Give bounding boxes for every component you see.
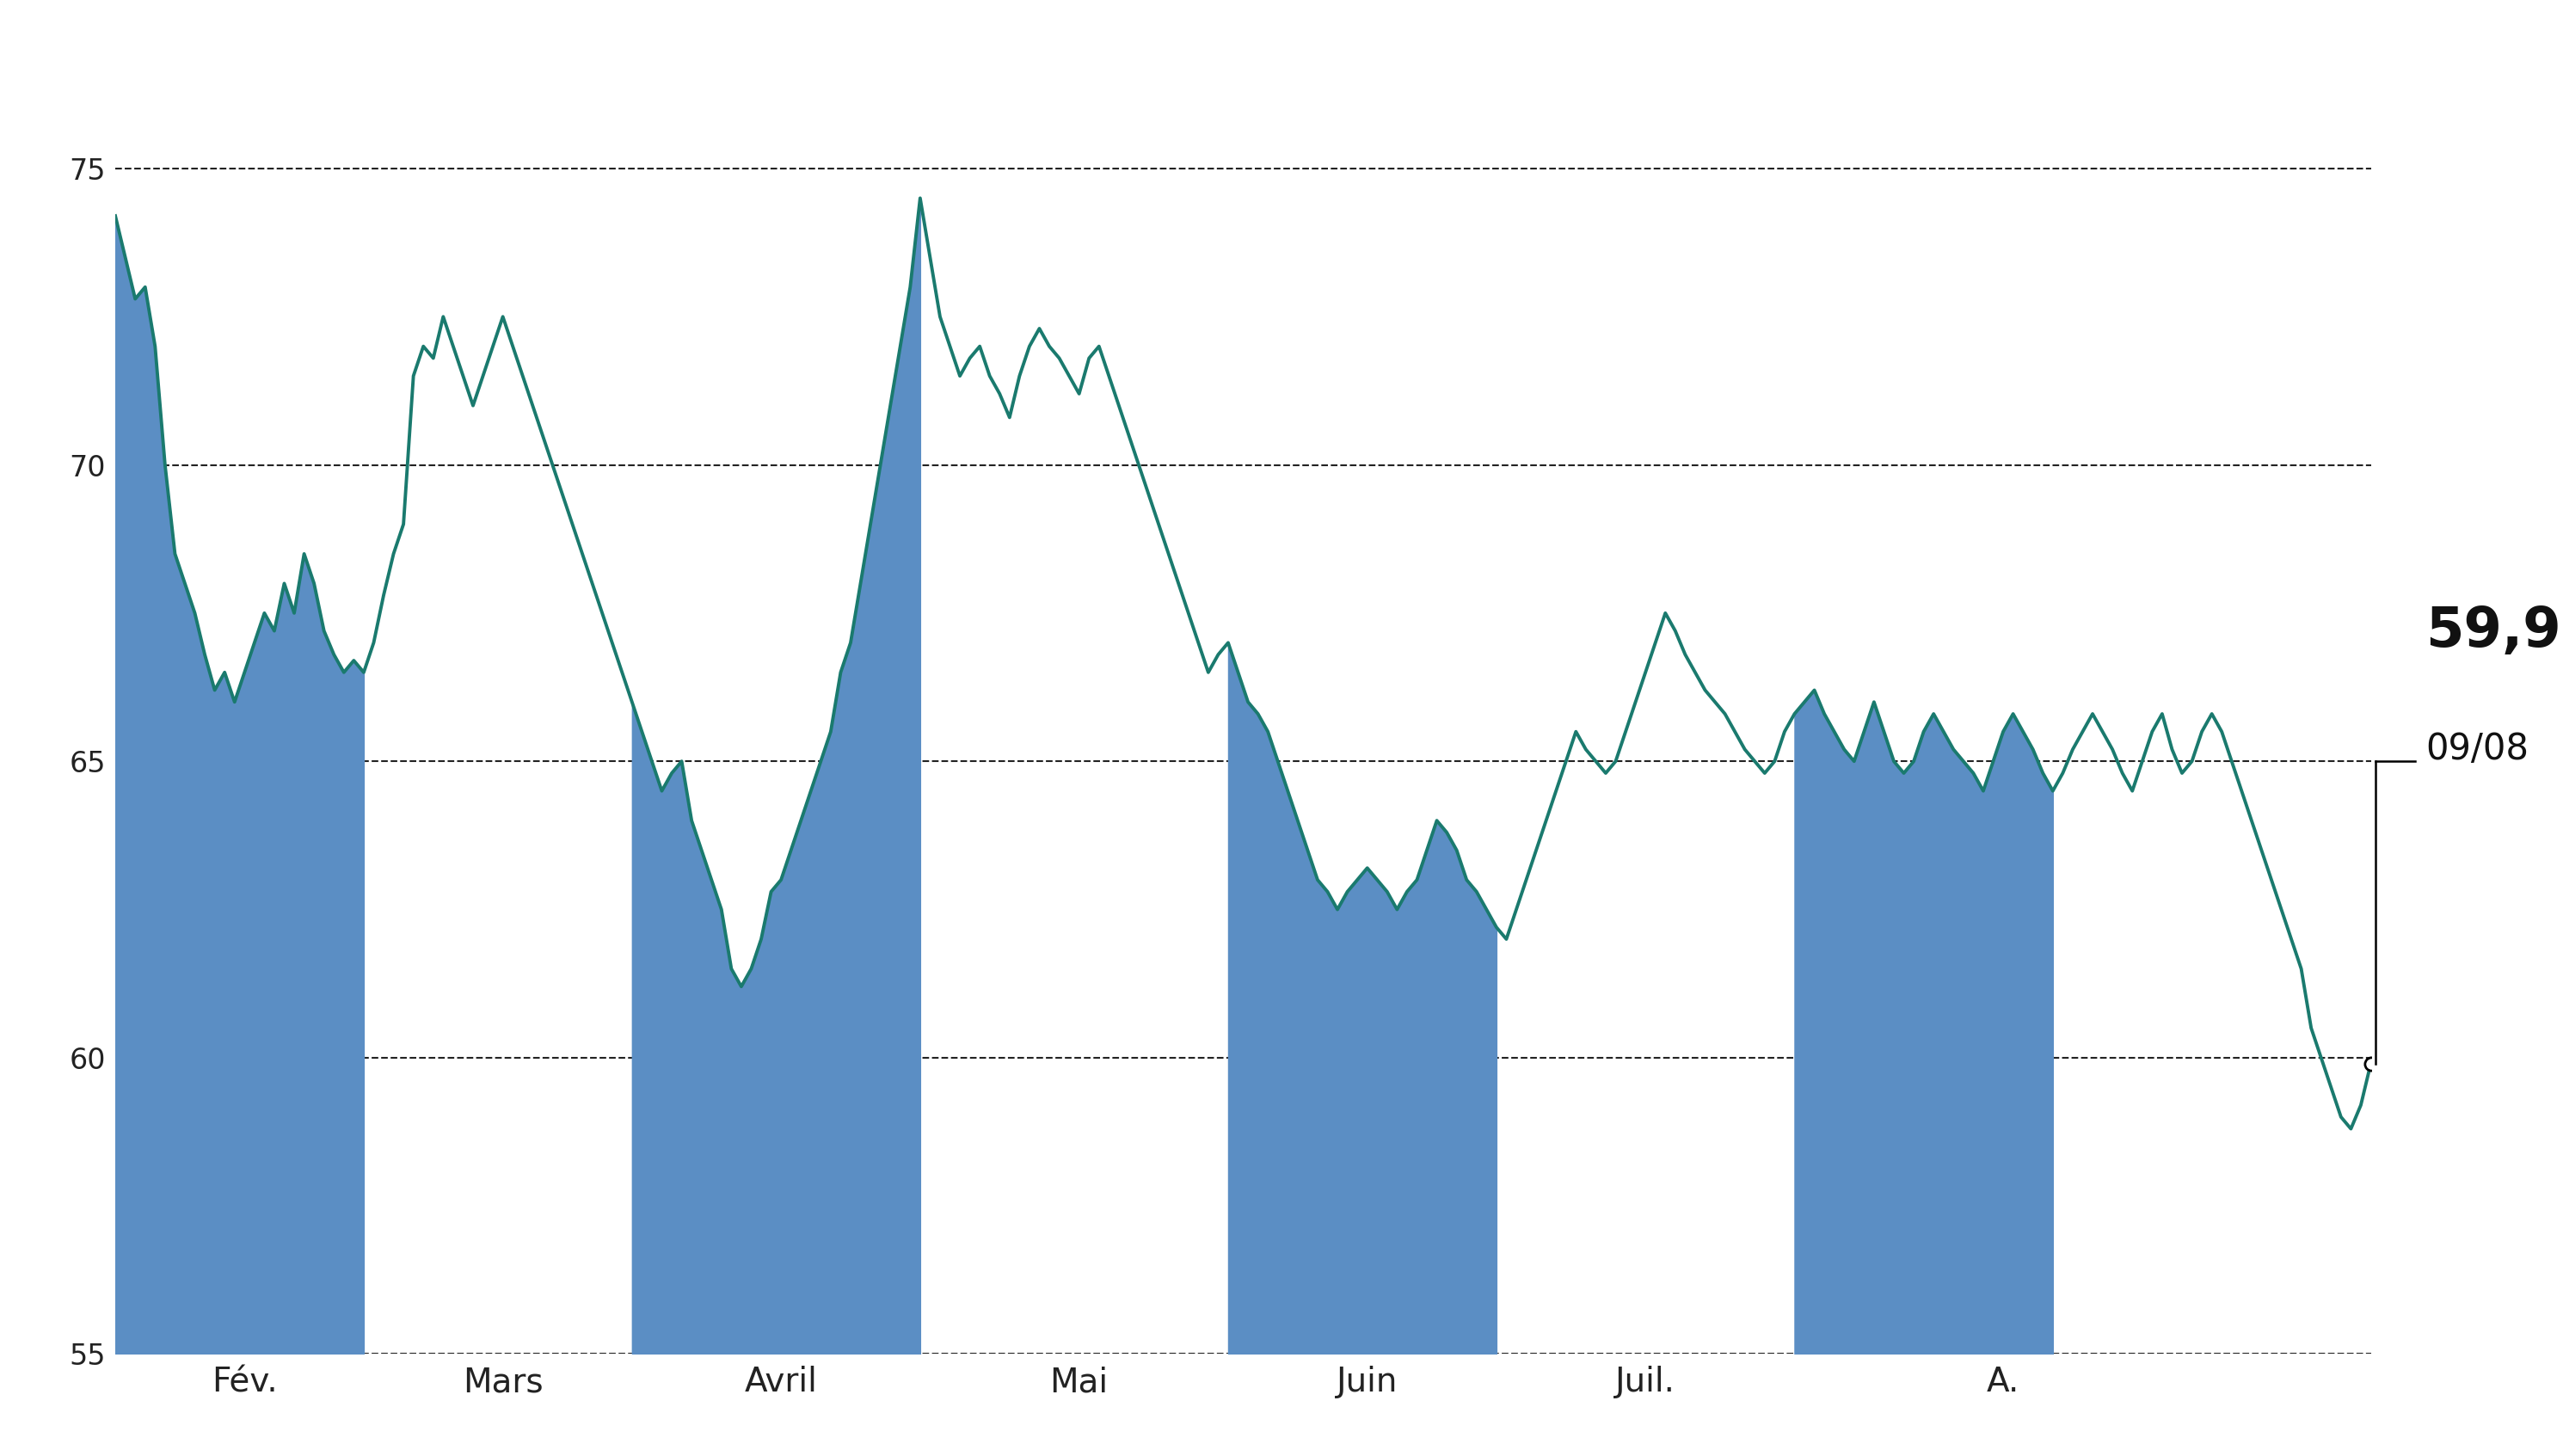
Text: 59,90: 59,90 bbox=[2425, 604, 2563, 658]
Text: 09/08: 09/08 bbox=[2425, 731, 2530, 767]
Text: Energiekontor AG: Energiekontor AG bbox=[853, 6, 1710, 89]
